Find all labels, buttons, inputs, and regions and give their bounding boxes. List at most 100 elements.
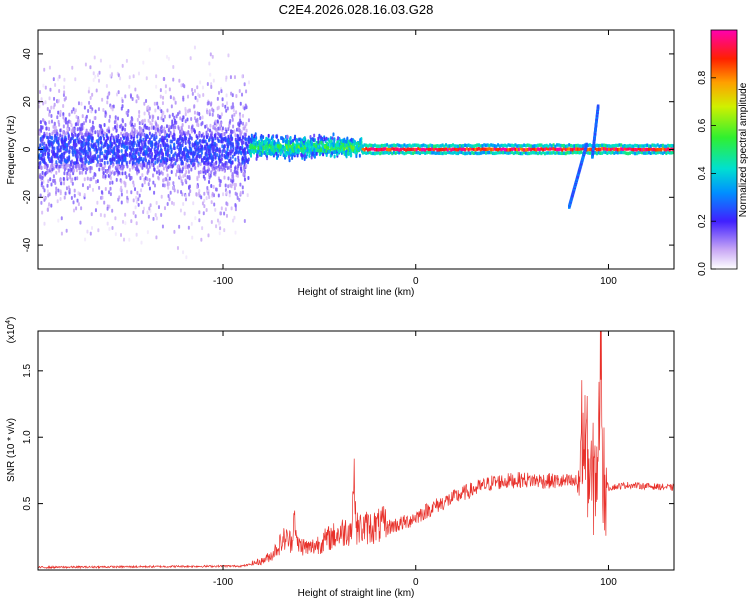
- spectrogram-cell: [58, 168, 61, 173]
- spectrogram-cell: [365, 143, 368, 148]
- spectrogram-cell: [123, 237, 126, 242]
- spectrogram-cell: [290, 145, 293, 150]
- spectrogram-cell: [547, 147, 550, 151]
- spectrogram-cell: [110, 176, 113, 181]
- spectrogram-cell: [606, 144, 609, 148]
- spectrogram-cell: [333, 137, 336, 142]
- spectrogram-cell: [86, 229, 89, 234]
- spectrogram-cell: [453, 147, 456, 151]
- spectrogram-cell: [394, 143, 397, 148]
- spectrogram-cell: [111, 163, 114, 168]
- spectrogram-cell: [238, 89, 241, 94]
- spectrogram-cell: [220, 165, 223, 170]
- spectrogram-cell: [398, 148, 401, 152]
- spectrogram-cell: [176, 169, 179, 174]
- spectrogram-cell: [443, 144, 446, 148]
- spectrogram-cell: [538, 143, 541, 147]
- spectrogram-cell: [90, 144, 93, 149]
- spectrogram-cell: [161, 112, 164, 117]
- spectrogram-cell: [253, 134, 256, 139]
- spectrogram-cell: [140, 146, 143, 151]
- spectrogram-cell: [113, 120, 116, 125]
- spectrogram-cell: [91, 128, 94, 133]
- spectrogram-cell: [230, 137, 233, 142]
- spectrogram-cell: [507, 151, 510, 155]
- spectrogram-cell: [129, 157, 132, 162]
- spectrogram-cell: [59, 109, 62, 114]
- spectrogram-cell: [335, 143, 338, 148]
- spectrogram-cell: [188, 108, 191, 113]
- spectrogram-cell: [57, 218, 60, 223]
- spectrogram-cell: [231, 114, 234, 119]
- spectrogram-cell: [171, 135, 174, 140]
- spectrogram-cell: [60, 216, 63, 221]
- spectrogram-cell: [229, 141, 232, 146]
- spectrogram-cell: [41, 152, 44, 157]
- spectrogram-cell: [417, 150, 420, 155]
- spectrogram-cell: [46, 170, 49, 175]
- spectrogram-cell: [230, 105, 233, 110]
- spectrogram-cell: [647, 150, 650, 155]
- spectrogram-ytick-label: 0: [22, 146, 33, 152]
- spectrogram-cell: [308, 153, 311, 158]
- spectrogram-cell: [207, 160, 210, 165]
- spectrogram-cell: [79, 157, 82, 162]
- spectrogram-cell: [66, 123, 69, 128]
- spectrogram-cell: [287, 151, 290, 156]
- spectrogram-cell: [74, 150, 77, 155]
- snr-frame: [37, 330, 675, 571]
- spectrogram-cell: [462, 143, 465, 148]
- spectrogram-cell: [651, 150, 654, 155]
- spectrogram-cell: [401, 150, 404, 155]
- spectrogram-cell: [431, 151, 434, 155]
- spectrogram-cell: [458, 143, 461, 148]
- spectrogram-cell: [148, 106, 151, 111]
- spectrogram-cell: [348, 147, 351, 152]
- spectrogram-cell: [160, 116, 163, 121]
- spectrogram-cell: [180, 189, 183, 194]
- spectrogram-cell: [95, 179, 98, 184]
- spectrogram-cell: [239, 114, 242, 119]
- spectrogram-cell: [389, 144, 392, 148]
- spectrogram-cell: [183, 147, 186, 152]
- spectrogram-cell: [370, 147, 373, 151]
- spectrogram-cell: [554, 151, 557, 155]
- spectrogram-cell: [84, 237, 87, 242]
- spectrogram-cell: [338, 149, 341, 154]
- spectrogram-cell: [465, 146, 468, 151]
- spectrogram-cell: [58, 122, 61, 127]
- spectrogram-cell: [510, 150, 513, 155]
- spectrogram-cell: [389, 150, 392, 155]
- spectrogram-cell: [38, 104, 41, 109]
- spectrogram-cell: [140, 132, 143, 137]
- spectrogram-cell: [200, 237, 203, 242]
- spectrogram-cell: [133, 122, 136, 127]
- spectrogram-cell: [94, 155, 97, 160]
- spectrogram-cell: [495, 147, 498, 152]
- spectrogram-cell: [155, 235, 158, 240]
- spectrogram-cell: [183, 154, 186, 159]
- spectrogram-cell: [236, 141, 239, 146]
- spectrogram-cell: [269, 140, 272, 145]
- spectrogram-cell: [196, 154, 199, 159]
- spectrogram-cell: [153, 190, 156, 195]
- spectrogram-cell: [282, 144, 285, 149]
- spectrogram-cell: [45, 126, 48, 131]
- spectrogram-cell: [613, 147, 616, 151]
- spectrogram-cell: [95, 163, 98, 168]
- spectrogram-cell: [167, 152, 170, 157]
- spectrogram-cell: [594, 151, 597, 155]
- spectrogram-cell: [99, 140, 102, 145]
- spectrogram-cell: [98, 154, 101, 159]
- spectrogram-cell: [106, 221, 109, 226]
- spectrogram-cell: [138, 121, 141, 126]
- spectrogram-cell: [552, 143, 555, 147]
- spectrogram-cell: [67, 172, 70, 177]
- spectrogram-cell: [630, 147, 633, 152]
- spectrogram-cell: [54, 125, 57, 130]
- spectrogram-cell: [94, 208, 97, 213]
- spectrogram-cell: [239, 166, 242, 171]
- spectrogram-cell: [172, 201, 175, 206]
- spectrogram-cell: [420, 147, 423, 152]
- spectrogram-cell: [161, 159, 164, 164]
